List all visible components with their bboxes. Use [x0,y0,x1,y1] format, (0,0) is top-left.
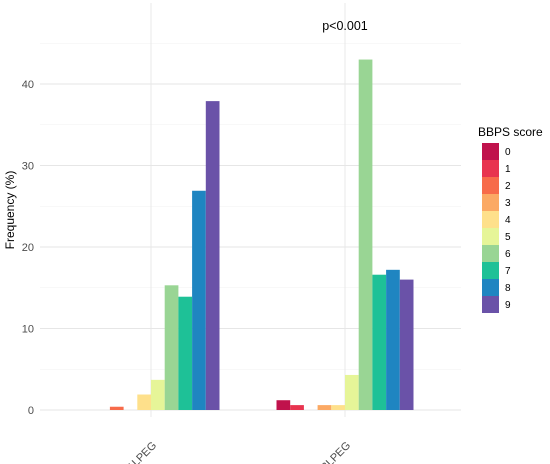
x-axis-ticks: 1LPEG 2LPEG [126,440,354,464]
legend-label: 0 [505,147,511,158]
legend-label: 8 [505,283,511,294]
legend-key-1 [482,160,499,177]
bar-2LPEG-score-6 [358,59,373,411]
bar-1LPEG-score-9 [205,101,220,411]
y-tick-label: 30 [22,161,34,173]
bar-2LPEG-score-3 [317,405,332,410]
legend-label: 5 [505,232,511,243]
p-value-annotation: p<0.001 [322,19,368,33]
grid [40,3,461,417]
bar-1LPEG-score-8 [192,190,206,410]
y-tick-label: 40 [22,79,34,91]
bar-1LPEG-score-4 [137,394,151,410]
legend-key-2 [482,177,499,194]
legend-key-8 [482,279,499,296]
y-tick-label: 20 [22,242,34,254]
bar-2LPEG-score-4 [331,405,345,410]
y-axis-ticks: 0 10 20 30 40 [22,79,34,417]
legend-label: 3 [505,198,511,209]
legend-key-4 [482,211,499,228]
legend-label: 6 [505,249,511,260]
bar-1LPEG-score-2 [109,406,124,410]
x-tick-label: 2LPEG [320,440,354,464]
legend-label: 1 [505,164,511,175]
legend-label: 9 [505,300,511,311]
legend-label: 7 [505,266,511,277]
bar-1LPEG-score-6 [164,285,179,410]
bar-1LPEG-score-5 [151,379,165,410]
bar-2LPEG-score-1 [290,405,304,410]
legend-key-0 [482,143,499,160]
legend-label: 4 [505,215,511,226]
y-axis-title: Frequency (%) [3,171,17,250]
x-tick-label: 1LPEG [126,440,160,464]
legend-key-5 [482,228,499,245]
legend-title: BBPS score [478,125,543,139]
legend-key-9 [482,296,499,313]
legend-key-7 [482,262,499,279]
legend-key-3 [482,194,499,211]
bar-2LPEG-score-9 [399,279,414,410]
bar-2LPEG-score-5 [345,374,359,410]
bar-2LPEG-score-8 [386,269,400,410]
y-tick-label: 0 [28,405,34,417]
y-tick-label: 10 [22,324,34,336]
legend: BBPS score 0 1 2 3 4 5 6 7 8 9 [478,125,543,313]
bar-1LPEG-score-7 [178,296,193,410]
bar-2LPEG-score-7 [372,274,387,410]
legend-key-6 [482,245,499,262]
legend-label: 2 [505,181,511,192]
bar-2LPEG-score-0 [276,400,291,410]
bars [109,59,414,411]
